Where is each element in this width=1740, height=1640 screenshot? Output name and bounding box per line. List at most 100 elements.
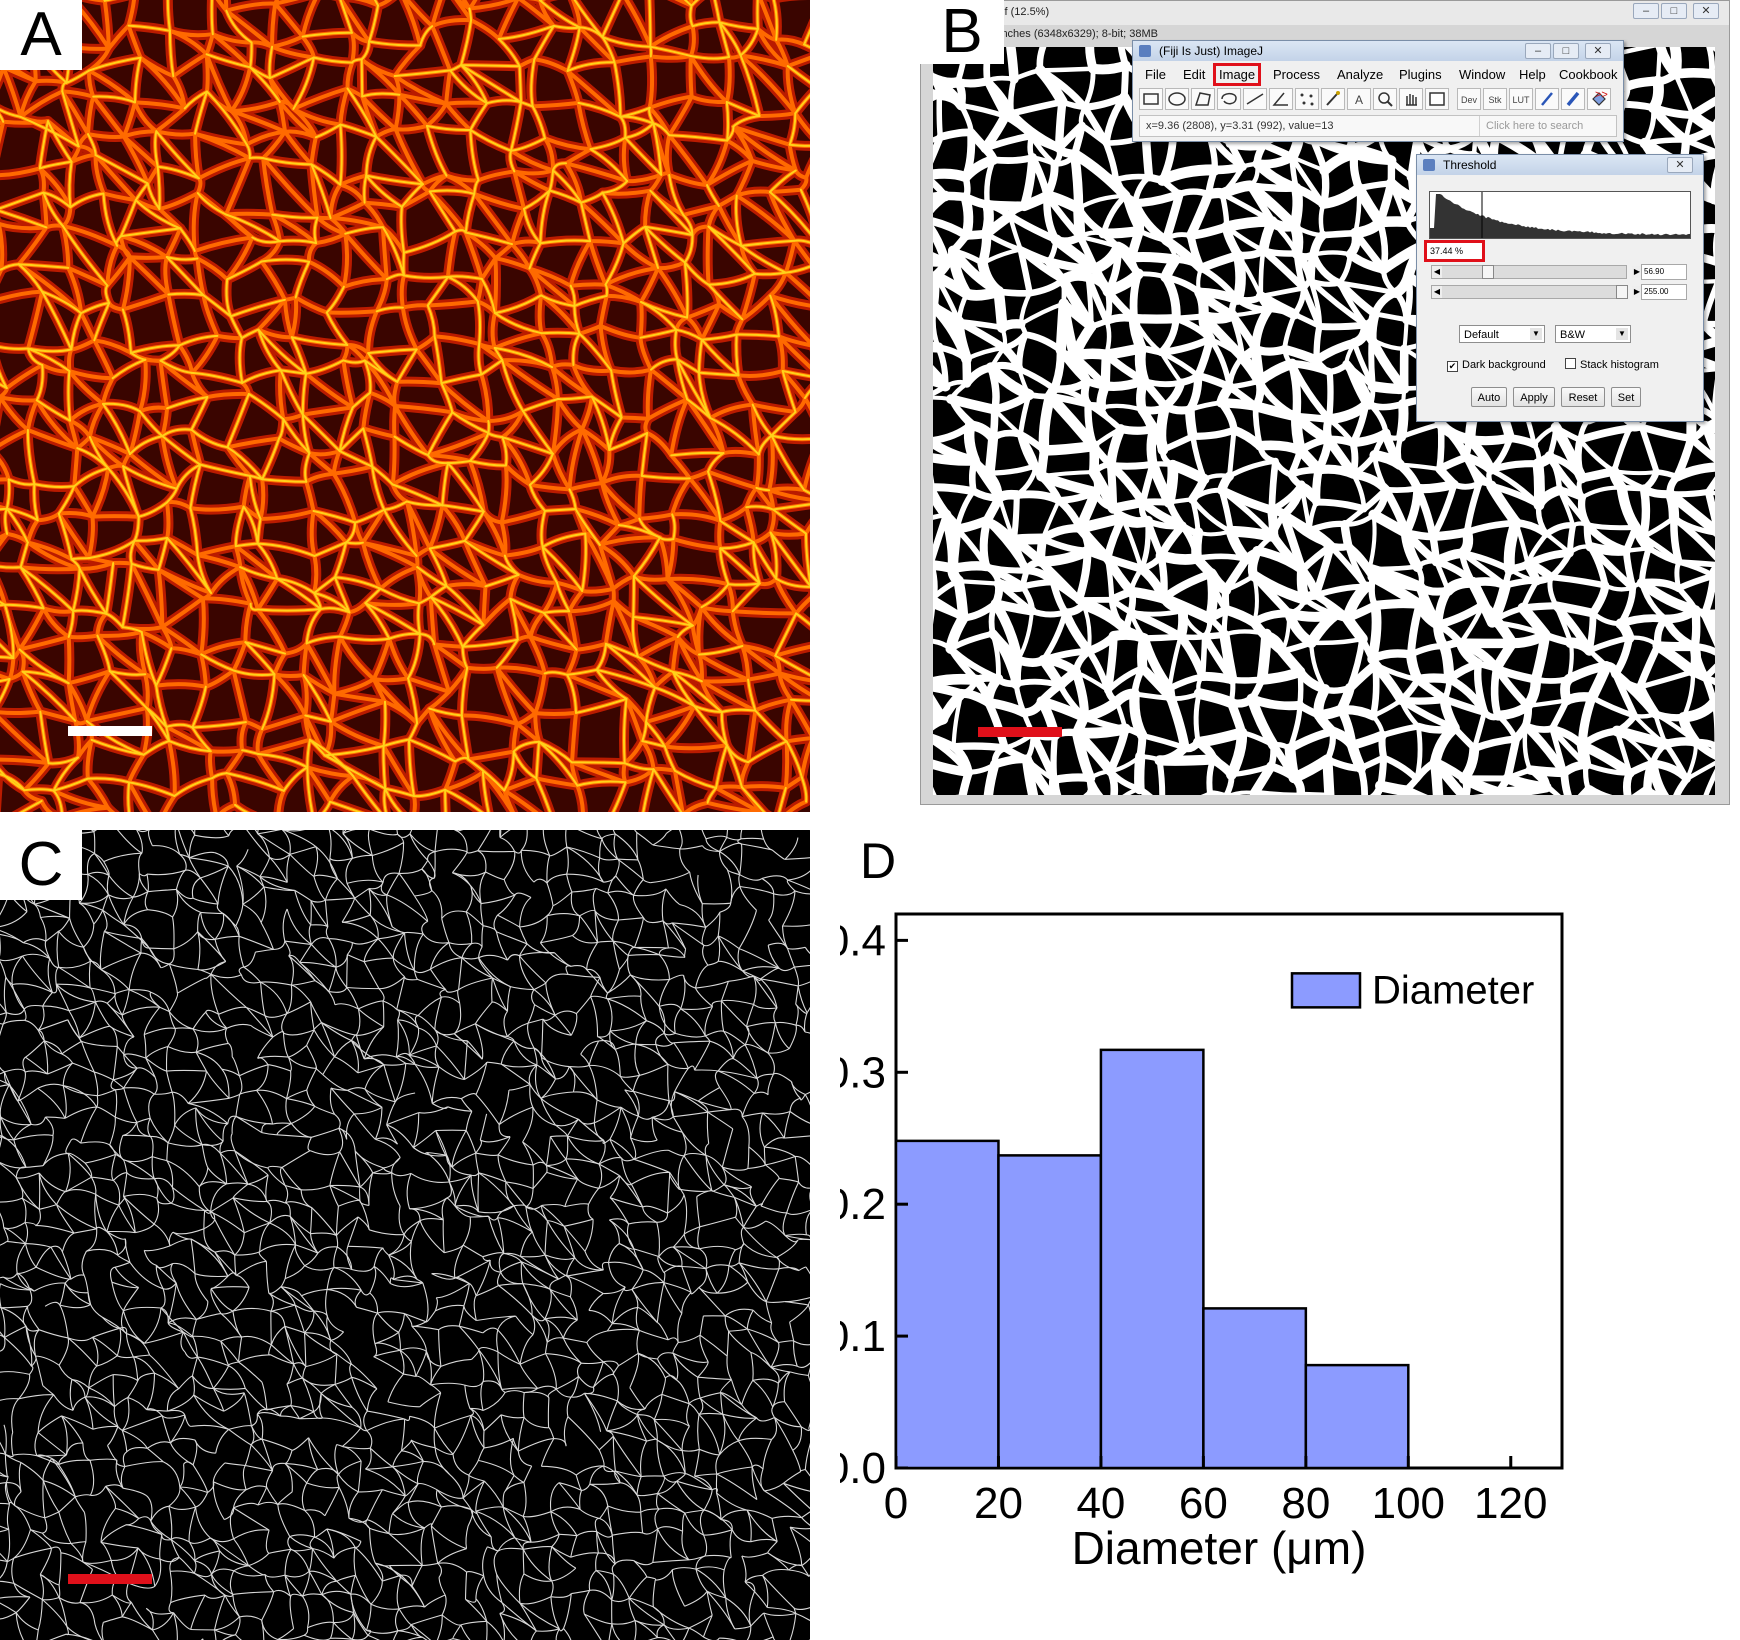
image-window-titlebar: tif (12.5%) – □ ✕ <box>921 1 1729 25</box>
fiji-window-title: (Fiji Is Just) ImageJ <box>1159 44 1264 58</box>
color-picker-tool-icon[interactable] <box>1425 88 1449 110</box>
stack-histogram-label: Stack histogram <box>1580 359 1659 371</box>
upper-threshold-slider[interactable]: ◀ ▶ <box>1431 285 1642 299</box>
image-window-title: tif (12.5%) <box>999 6 1050 18</box>
legend-label: Diameter <box>1372 968 1534 1012</box>
close-icon[interactable]: ✕ <box>1693 3 1719 19</box>
fiji-toolbar: A Dev Stk LUT <box>1139 88 1615 112</box>
reset-button[interactable]: Reset <box>1561 387 1605 407</box>
hand-tool-icon[interactable] <box>1399 88 1423 110</box>
dev-tool-button[interactable]: Dev <box>1457 88 1481 110</box>
magnifier-tool-icon[interactable] <box>1373 88 1397 110</box>
x-tick-label: 0 <box>884 1479 908 1528</box>
cursor-coordinates: x=9.36 (2808), y=3.31 (992), value=13 <box>1146 120 1334 132</box>
x-tick-label: 40 <box>1076 1479 1125 1528</box>
dark-background-checkbox[interactable]: ✔ Dark background <box>1447 358 1546 372</box>
lower-slider-thumb[interactable] <box>1482 265 1495 279</box>
skeleton-outline-image <box>0 830 810 1640</box>
polygon-tool-icon[interactable] <box>1191 88 1215 110</box>
menu-file[interactable]: File <box>1145 67 1166 82</box>
threshold-percentage: 37.44 % <box>1424 240 1485 262</box>
apply-button[interactable]: Apply <box>1513 387 1555 407</box>
panel-d-histogram-chart: D 0 20 40 60 80 100 120 0.0 0.1 0.2 0.3 0.4 Diameter… <box>840 830 1740 1640</box>
menu-process[interactable]: Process <box>1273 67 1320 82</box>
panel-a-fluorescence-image: A <box>0 0 810 812</box>
fluorescence-network-image <box>0 0 810 812</box>
menu-analyze[interactable]: Analyze <box>1337 67 1384 82</box>
diameter-histogram: 0 20 40 60 80 100 120 0.0 0.1 0.2 0.3 0.4 Diameter (… <box>840 912 1564 1574</box>
y-tick-label: 0.4 <box>840 916 886 965</box>
threshold-method-value: Default <box>1464 329 1499 341</box>
command-search-input[interactable]: Click here to search <box>1479 116 1610 136</box>
histogram-bar <box>997 1154 1103 1470</box>
y-tick-label: 0.2 <box>840 1180 886 1229</box>
lower-threshold-value[interactable]: 56.90 <box>1641 264 1687 280</box>
menu-edit[interactable]: Edit <box>1183 67 1206 82</box>
rectangle-tool-icon[interactable] <box>1139 88 1163 110</box>
checkbox-icon[interactable] <box>1565 358 1576 369</box>
set-button[interactable]: Set <box>1611 387 1641 407</box>
scale-bar-b <box>978 727 1062 737</box>
menu-image[interactable]: Image <box>1212 63 1262 86</box>
panel-c-skeleton-image: C <box>0 830 810 1640</box>
minimize-icon[interactable]: – <box>1525 43 1551 59</box>
maximize-icon[interactable]: □ <box>1553 43 1579 59</box>
threshold-window: Threshold ✕ 37.44 % ◀ ▶ 56.90 ◀ ▶ 255.00… <box>1416 154 1704 422</box>
histogram-bar <box>894 1139 1000 1470</box>
dark-background-label: Dark background <box>1462 359 1546 371</box>
image-window-subtitle: inches (6348x6329); 8-bit; 38MB <box>999 28 1158 40</box>
chevron-down-icon: ▼ <box>1530 328 1542 340</box>
brush-tool-icon[interactable] <box>1561 88 1585 110</box>
minimize-icon[interactable]: – <box>1633 3 1659 19</box>
panel-b-imagej-screenshot: tif (12.5%) – □ ✕ inches (6348x6329); 8-… <box>920 0 1730 805</box>
stack-histogram-checkbox[interactable]: Stack histogram <box>1565 358 1659 372</box>
pencil-tool-icon[interactable] <box>1535 88 1559 110</box>
menu-plugins[interactable]: Plugins <box>1399 67 1442 82</box>
oval-tool-icon[interactable] <box>1165 88 1189 110</box>
angle-tool-icon[interactable] <box>1269 88 1293 110</box>
slider-right-arrow-icon[interactable]: ▶ <box>1632 266 1642 278</box>
threshold-window-title: Threshold <box>1443 158 1497 172</box>
close-icon[interactable]: ✕ <box>1667 157 1693 173</box>
freehand-tool-icon[interactable] <box>1217 88 1241 110</box>
scale-bar-a <box>68 726 152 736</box>
chevron-down-icon: ▼ <box>1616 328 1628 340</box>
maximize-icon[interactable]: □ <box>1661 3 1687 19</box>
x-axis-label: Diameter (μm) <box>1072 1522 1367 1574</box>
y-tick-label: 0.0 <box>840 1444 886 1493</box>
upper-threshold-value[interactable]: 255.00 <box>1641 284 1687 300</box>
histogram-bar <box>1304 1363 1410 1470</box>
upper-slider-thumb[interactable] <box>1616 285 1628 299</box>
panel-letter-d: D <box>860 833 897 889</box>
close-icon[interactable]: ✕ <box>1585 43 1611 59</box>
histogram-plot <box>1430 192 1690 238</box>
more-tools-icon[interactable]: >> <box>1595 89 1608 101</box>
point-tool-icon[interactable] <box>1295 88 1319 110</box>
threshold-mode-value: B&W <box>1560 329 1586 341</box>
slider-left-arrow-icon[interactable]: ◀ <box>1432 266 1442 278</box>
slider-right-arrow-icon[interactable]: ▶ <box>1632 286 1642 298</box>
slider-left-arrow-icon[interactable]: ◀ <box>1432 286 1442 298</box>
x-tick-label: 20 <box>974 1479 1023 1528</box>
x-tick-label: 120 <box>1474 1479 1547 1528</box>
fiji-statusbar: x=9.36 (2808), y=3.31 (992), value=13 Cl… <box>1139 115 1617 137</box>
lut-tool-button[interactable]: LUT <box>1509 88 1533 110</box>
fiji-app-icon <box>1139 45 1151 57</box>
y-tick-label: 0.1 <box>840 1312 886 1361</box>
fiji-titlebar: (Fiji Is Just) ImageJ – □ ✕ <box>1133 41 1623 61</box>
wand-tool-icon[interactable] <box>1321 88 1345 110</box>
line-tool-icon[interactable] <box>1243 88 1267 110</box>
x-tick-label: 60 <box>1179 1479 1228 1528</box>
auto-button[interactable]: Auto <box>1471 387 1507 407</box>
x-tick-label: 80 <box>1281 1479 1330 1528</box>
text-tool-icon[interactable]: A <box>1347 88 1371 110</box>
flood-fill-tool-icon[interactable] <box>1587 88 1611 110</box>
menu-window[interactable]: Window <box>1459 67 1506 82</box>
lower-threshold-slider[interactable]: ◀ ▶ <box>1431 265 1642 279</box>
threshold-mode-select[interactable]: B&W ▼ <box>1555 325 1631 343</box>
menu-help[interactable]: Help <box>1519 67 1546 82</box>
menu-cookbook[interactable]: Cookbook <box>1559 67 1618 82</box>
checkbox-icon[interactable]: ✔ <box>1447 361 1458 372</box>
threshold-method-select[interactable]: Default ▼ <box>1459 325 1545 343</box>
stk-tool-button[interactable]: Stk <box>1483 88 1507 110</box>
